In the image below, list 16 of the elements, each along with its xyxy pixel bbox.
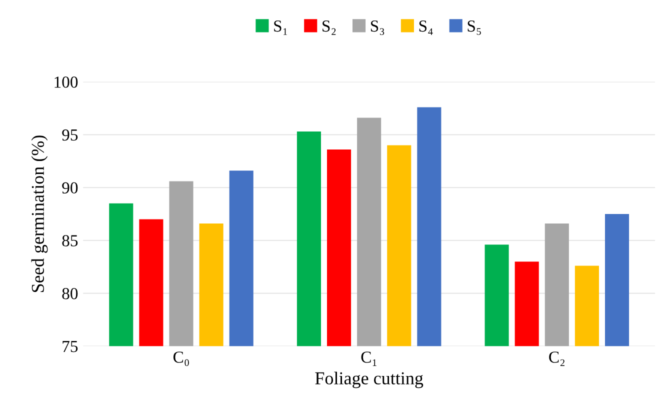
y-tick-label: 80 xyxy=(62,288,78,300)
legend-label: S₃ xyxy=(370,20,384,35)
y-tick-label: 95 xyxy=(62,129,78,141)
legend-label: S₂ xyxy=(322,20,336,35)
y-tick-label: 85 xyxy=(62,235,78,246)
y-tick-label: 75 xyxy=(62,341,78,352)
y-axis-title: Seed germination (%) xyxy=(31,136,48,292)
legend-label: S₁ xyxy=(274,20,287,35)
y-tick-label: 90 xyxy=(62,182,78,194)
x-axis-title: Foliage cutting xyxy=(315,372,424,388)
x-tick-label: C₂ xyxy=(549,352,564,366)
y-tick-label: 100 xyxy=(54,76,78,88)
legend-label: S₄ xyxy=(419,20,433,35)
x-tick-label: C₀ xyxy=(173,352,189,366)
x-tick-label: C₁ xyxy=(361,352,376,366)
legend-label: S₅ xyxy=(468,20,481,35)
